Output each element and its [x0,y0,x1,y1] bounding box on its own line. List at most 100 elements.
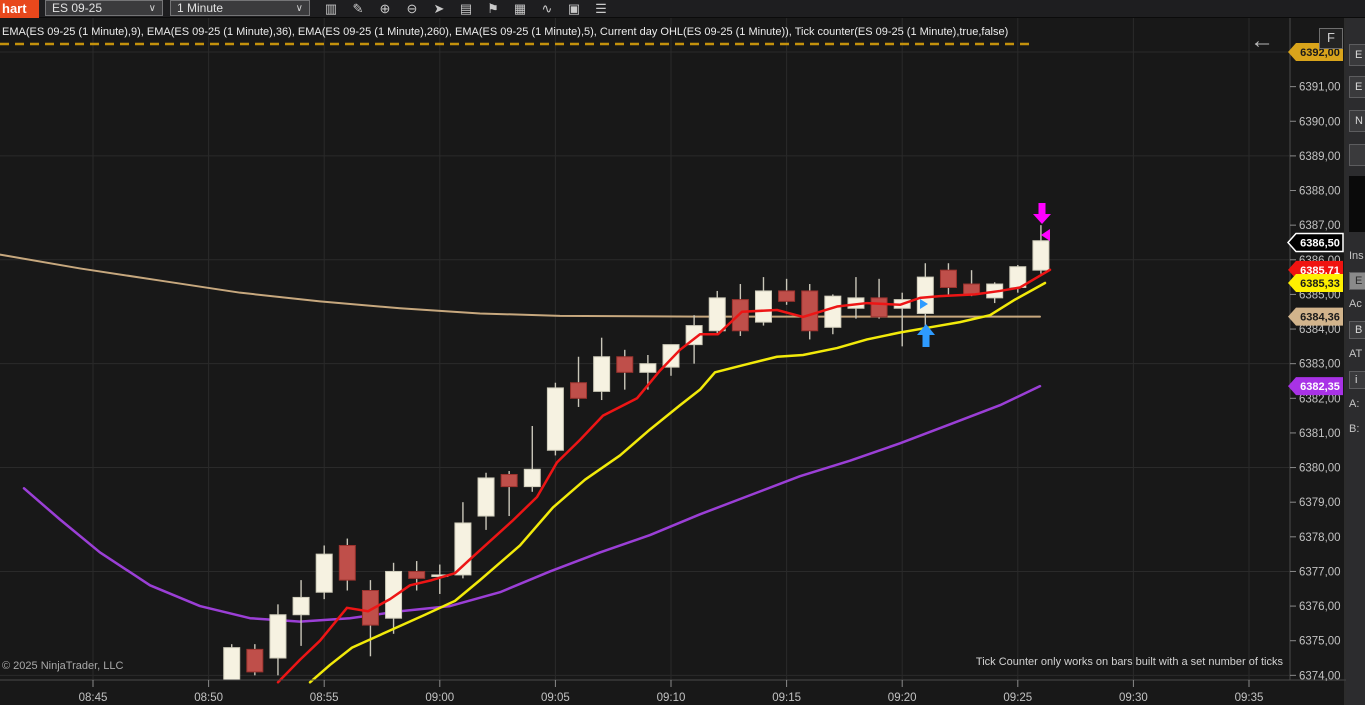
price-axis-label: 6376,00 [1299,601,1341,613]
candle-up [523,468,541,488]
tick-counter-notice: Tick Counter only works on bars built wi… [975,656,1283,668]
chevron-down-icon: ∨ [148,3,156,14]
price-axis-label: 6377,00 [1299,566,1341,578]
properties-icon[interactable]: ☰ [595,0,607,16]
chart-window-tab[interactable]: hart [0,0,39,18]
chart-toolbar: ▥ ✎ ⊕ ⊖ ➤ ▤ ⚑ ▦ ∿ ▣ ☰ [0,0,1365,18]
scroll-back-arrow-icon[interactable]: ← [1250,27,1274,54]
snapshot-icon[interactable]: ▣ [567,0,581,16]
panel-button[interactable]: N [1349,110,1365,132]
instrument-select-value: ES 09-25 [52,1,103,15]
triangle-right-marker [920,299,928,309]
candle-down [570,382,588,399]
candle-up [385,570,403,619]
price-axis-label: 6385,00 [1299,289,1341,301]
indicator-panel-icon[interactable]: ▦ [513,0,527,16]
candle-down [939,269,957,288]
candle-down [616,356,634,373]
price-axis-label: 6381,00 [1299,428,1341,440]
triangle-left-marker [1041,229,1050,241]
ema-260-tan-line [0,253,1041,318]
time-axis-label: 08:45 [79,692,108,704]
price-marker-value: 6385,71 [1300,265,1340,277]
panel-button[interactable]: B [1349,321,1365,339]
draw-tool-icon[interactable]: ✎ [352,0,364,16]
price-axis-label: 6388,00 [1299,186,1341,198]
data-box-icon[interactable]: ▤ [459,0,473,16]
price-axis-label: 6391,00 [1299,82,1341,94]
candle-down [408,570,426,579]
ema-slow-purple-line [22,384,1042,623]
price-axis-label: 6378,00 [1299,532,1341,544]
zoom-in-icon[interactable]: ⊕ [379,0,391,16]
price-axis-label: 6375,00 [1299,636,1341,648]
price-axis-label: 6380,00 [1299,463,1341,475]
panel-button[interactable]: E [1349,44,1365,66]
zoom-out-icon[interactable]: ⊖ [406,0,418,16]
price-axis-label: 6387,00 [1299,220,1341,232]
buy-arrow-icon [922,335,930,347]
price-axis-label: 6384,00 [1299,324,1341,336]
candle-up [477,477,495,517]
panel-button[interactable]: E [1349,76,1365,98]
ema-fast-red-line [276,268,1052,684]
ema-mid-yellow-line [308,281,1047,684]
time-axis-label: 09:10 [657,692,686,704]
price-marker [1288,307,1343,326]
candle-up [662,344,680,368]
candle-up [223,647,241,681]
candle-up [269,614,287,659]
chart-style-icon[interactable]: ▥ [324,0,338,16]
panel-button[interactable]: i [1349,371,1365,389]
panel-button[interactable]: E [1349,272,1365,290]
instrument-select[interactable]: ∨ ES 09-25 [45,0,163,16]
candle-up [315,553,333,593]
sell-arrow-icon [1038,203,1046,214]
trendline-icon[interactable]: ∿ [541,0,553,16]
time-axis-label: 08:50 [194,692,223,704]
price-marker [1288,273,1343,292]
candle-up [639,363,657,373]
price-axis-label: 6389,00 [1299,151,1341,163]
candle-down [801,290,819,332]
f-corner-button[interactable]: F [1319,28,1343,49]
price-marker [1286,232,1344,253]
candle-down [246,648,264,673]
price-marker-value: 6392,00 [1300,47,1340,59]
candle-up [824,295,842,328]
chevron-down-icon: ∨ [295,3,303,14]
time-axis-label: 09:15 [772,692,801,704]
time-axis-label: 09:20 [888,692,917,704]
panel-label: Ins [1349,250,1364,262]
price-axis-label: 6379,00 [1299,497,1341,509]
indicator-label: EMA(ES 09-25 (1 Minute),9), EMA(ES 09-25… [2,26,1009,38]
panel-button[interactable] [1349,144,1365,166]
panel-button [1349,176,1365,232]
panel-label: B: [1349,423,1360,435]
candle-down [338,544,356,581]
cursor-icon[interactable]: ➤ [433,0,445,16]
alert-flag-icon[interactable]: ⚑ [487,0,499,16]
candle-up [1032,240,1050,271]
copyright-text: © 2025 NinjaTrader, LLC [2,660,124,672]
candle-up [916,276,934,314]
time-axis-label: 09:00 [425,692,454,704]
candle-down [361,589,379,626]
time-axis-label: 09:35 [1235,692,1264,704]
candle-down [731,299,749,332]
time-axis-label: 09:25 [1003,692,1032,704]
candle-up [546,387,564,451]
interval-select-value: 1 Minute [177,1,224,15]
panel-label: AT [1349,348,1363,360]
price-marker-value: 6382,35 [1300,381,1340,393]
candle-down [778,290,796,302]
time-axis-label: 09:30 [1119,692,1148,704]
chart-trader-panel-cutoff: E E N Ins E Ac B AT i A: B: [1346,18,1365,705]
time-axis-label: 08:55 [310,692,339,704]
buy-arrow-icon [917,324,935,335]
candle-up [754,290,772,323]
price-marker-value: 6385,33 [1300,278,1340,290]
time-axis-label: 09:05 [541,692,570,704]
interval-select[interactable]: ∨ 1 Minute [170,0,310,16]
